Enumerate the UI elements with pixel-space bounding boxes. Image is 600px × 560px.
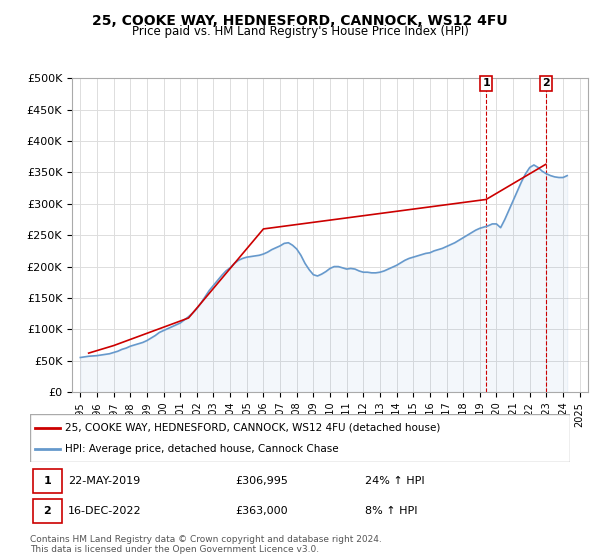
- Text: HPI: Average price, detached house, Cannock Chase: HPI: Average price, detached house, Cann…: [65, 444, 339, 454]
- Text: 2: 2: [542, 78, 550, 88]
- FancyBboxPatch shape: [33, 469, 62, 493]
- Text: 24% ↑ HPI: 24% ↑ HPI: [365, 476, 424, 486]
- Text: 25, COOKE WAY, HEDNESFORD, CANNOCK, WS12 4FU: 25, COOKE WAY, HEDNESFORD, CANNOCK, WS12…: [92, 14, 508, 28]
- Text: 25, COOKE WAY, HEDNESFORD, CANNOCK, WS12 4FU (detached house): 25, COOKE WAY, HEDNESFORD, CANNOCK, WS12…: [65, 423, 440, 433]
- FancyBboxPatch shape: [33, 500, 62, 522]
- Text: £306,995: £306,995: [235, 476, 288, 486]
- Text: 1: 1: [43, 476, 51, 486]
- Text: 1: 1: [482, 78, 490, 88]
- Text: Contains HM Land Registry data © Crown copyright and database right 2024.
This d: Contains HM Land Registry data © Crown c…: [30, 535, 382, 554]
- Text: 16-DEC-2022: 16-DEC-2022: [68, 506, 142, 516]
- Text: 2: 2: [43, 506, 51, 516]
- Text: 22-MAY-2019: 22-MAY-2019: [68, 476, 140, 486]
- Text: Price paid vs. HM Land Registry's House Price Index (HPI): Price paid vs. HM Land Registry's House …: [131, 25, 469, 38]
- Text: 8% ↑ HPI: 8% ↑ HPI: [365, 506, 418, 516]
- FancyBboxPatch shape: [30, 414, 570, 462]
- Text: £363,000: £363,000: [235, 506, 288, 516]
